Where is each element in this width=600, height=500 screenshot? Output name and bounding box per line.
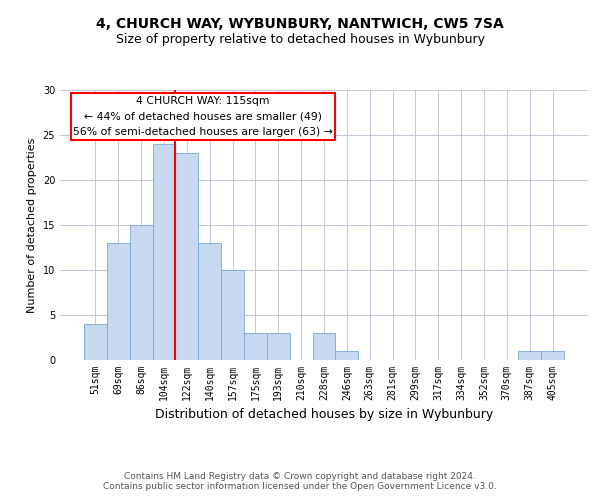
Text: Contains HM Land Registry data © Crown copyright and database right 2024.: Contains HM Land Registry data © Crown c… <box>124 472 476 481</box>
FancyBboxPatch shape <box>71 92 335 140</box>
Bar <box>84 324 107 360</box>
Text: Size of property relative to detached houses in Wybunbury: Size of property relative to detached ho… <box>115 32 485 46</box>
Bar <box>130 225 152 360</box>
Bar <box>152 144 175 360</box>
Bar <box>198 243 221 360</box>
Bar <box>244 333 267 360</box>
X-axis label: Distribution of detached houses by size in Wybunbury: Distribution of detached houses by size … <box>155 408 493 422</box>
Bar <box>313 333 335 360</box>
Y-axis label: Number of detached properties: Number of detached properties <box>27 138 37 312</box>
Bar <box>175 153 198 360</box>
Bar <box>267 333 290 360</box>
Text: 4 CHURCH WAY: 115sqm
← 44% of detached houses are smaller (49)
56% of semi-detac: 4 CHURCH WAY: 115sqm ← 44% of detached h… <box>73 96 332 137</box>
Bar <box>541 351 564 360</box>
Text: 4, CHURCH WAY, WYBUNBURY, NANTWICH, CW5 7SA: 4, CHURCH WAY, WYBUNBURY, NANTWICH, CW5 … <box>96 18 504 32</box>
Text: Contains public sector information licensed under the Open Government Licence v3: Contains public sector information licen… <box>103 482 497 491</box>
Bar <box>107 243 130 360</box>
Bar <box>335 351 358 360</box>
Bar <box>518 351 541 360</box>
Bar <box>221 270 244 360</box>
